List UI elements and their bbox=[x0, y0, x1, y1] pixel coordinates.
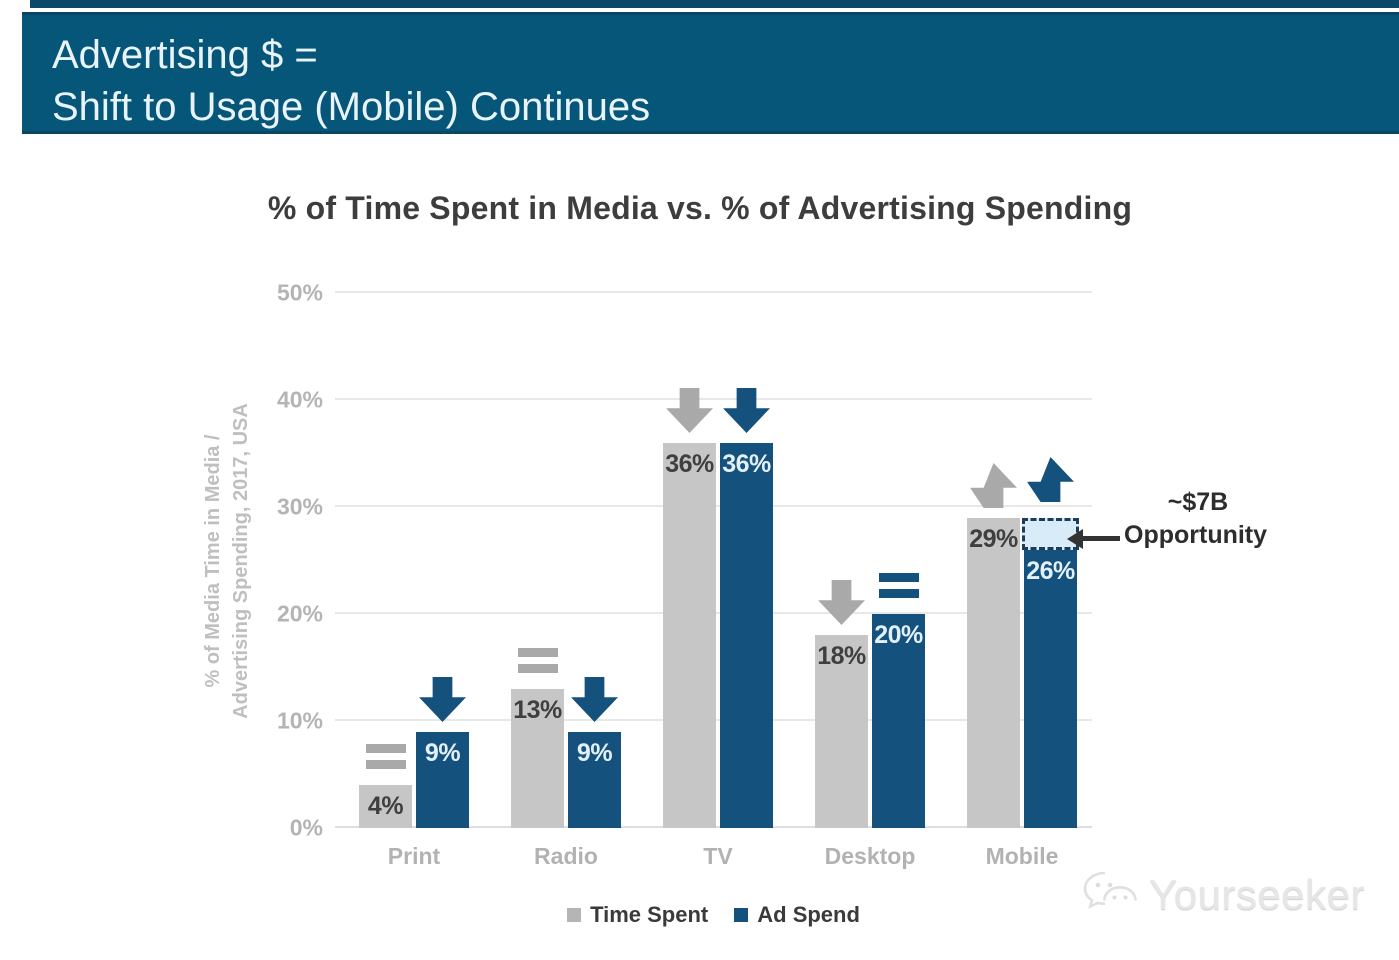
bar-value-tv-time-spent: 36% bbox=[665, 450, 714, 478]
plot-area: 0% 10% 20% 30% 40% 50% 4% 9% Print 13% 9% Radio 36% 3… bbox=[277, 281, 1092, 869]
y-tick-label-30%: 30% bbox=[276, 493, 323, 520]
bar-radio-time-spent: 13% bbox=[511, 689, 564, 828]
annotation-arrow-shaft bbox=[1082, 536, 1120, 541]
legend-item-time-spent: Time Spent bbox=[567, 902, 708, 928]
bar-value-radio-time-spent: 13% bbox=[513, 696, 562, 724]
trend-down-icon bbox=[571, 677, 618, 722]
bar-value-desktop-ad-spend: 20% bbox=[874, 621, 923, 649]
y-tick-label-20%: 20% bbox=[276, 600, 323, 627]
bar-wrap-print-time-spent: 4% bbox=[359, 744, 412, 828]
bar-wrap-desktop-ad-spend: 20% bbox=[872, 573, 925, 828]
y-tick-label-50%: 50% bbox=[276, 279, 323, 306]
bar-radio-ad-spend: 9% bbox=[568, 732, 621, 828]
bar-print-ad-spend: 9% bbox=[416, 732, 469, 828]
y-axis-title-line1: % of Media Time in Media / bbox=[202, 434, 224, 688]
bar-wrap-tv-ad-spend: 36% bbox=[720, 388, 773, 828]
x-axis-label-desktop: Desktop bbox=[824, 843, 916, 869]
opportunity-annotation-value: ~$7B bbox=[1167, 488, 1229, 516]
bar-value-radio-ad-spend: 9% bbox=[576, 739, 613, 767]
banner-title-line1: Advertising $ = bbox=[52, 33, 318, 77]
y-axis-title-line2: Advertising Spending, 2017, USA bbox=[230, 403, 252, 719]
trend-down-icon bbox=[419, 677, 466, 722]
trend-down-icon bbox=[723, 388, 770, 433]
y-tick-label-40%: 40% bbox=[276, 386, 323, 413]
chart-title: % of Time Spent in Media vs. % of Advert… bbox=[267, 190, 1133, 226]
bar-desktop-ad-spend: 20% bbox=[872, 614, 925, 828]
legend-label: Ad Spend bbox=[757, 902, 860, 927]
trend-flat-icon bbox=[517, 648, 558, 673]
bar-wrap-radio-time-spent: 13% bbox=[511, 648, 564, 828]
bar-mobile-time-spent: 29% bbox=[967, 518, 1020, 828]
legend-swatch-icon bbox=[567, 908, 582, 922]
legend-swatch-icon bbox=[734, 908, 749, 922]
legend-label: Time Spent bbox=[590, 902, 709, 927]
annotation-arrow-left-icon bbox=[1067, 529, 1083, 549]
y-tick-label-10%: 10% bbox=[276, 707, 323, 734]
watermark-text: Yourseeker bbox=[1149, 871, 1365, 918]
bar-desktop-time-spent: 18% bbox=[815, 635, 868, 828]
bar-value-print-time-spent: 4% bbox=[367, 792, 404, 820]
bar-wrap-tv-time-spent: 36% bbox=[663, 388, 716, 828]
bar-value-print-ad-spend: 9% bbox=[424, 739, 461, 767]
bar-value-mobile-ad-spend: 26% bbox=[1026, 557, 1075, 585]
trend-down-icon bbox=[666, 388, 713, 433]
bar-print-time-spent: 4% bbox=[359, 785, 412, 828]
bar-value-mobile-time-spent: 29% bbox=[969, 525, 1018, 553]
bar-group-print: 4% 9% bbox=[359, 677, 469, 828]
bar-tv-time-spent: 36% bbox=[663, 443, 716, 828]
bar-mobile-ad-spend: 26% bbox=[1024, 550, 1077, 828]
watermark: Yourseeker bbox=[1079, 870, 1365, 920]
x-axis-label-tv: TV bbox=[703, 843, 733, 869]
bar-wrap-radio-ad-spend: 9% bbox=[568, 677, 621, 828]
trend-up-icon bbox=[1027, 457, 1074, 502]
gridline-50% bbox=[335, 291, 1092, 293]
gridline-40% bbox=[335, 398, 1092, 400]
bar-value-tv-ad-spend: 36% bbox=[722, 450, 771, 478]
bar-wrap-mobile-time-spent: 29% bbox=[967, 463, 1020, 828]
bar-group-radio: 13% 9% bbox=[511, 648, 621, 828]
x-axis-label-mobile: Mobile bbox=[985, 843, 1059, 869]
bar-wrap-mobile-ad-spend: 26% bbox=[1022, 457, 1079, 828]
trend-flat-icon bbox=[365, 744, 406, 769]
trend-up-icon bbox=[970, 463, 1017, 508]
opportunity-annotation-label: Opportunity bbox=[1124, 521, 1268, 549]
bar-wrap-print-ad-spend: 9% bbox=[416, 677, 469, 828]
banner-top-strip bbox=[30, 0, 1399, 8]
x-axis-label-radio: Radio bbox=[534, 843, 598, 869]
trend-down-icon bbox=[818, 580, 865, 625]
bar-group-mobile: 29% 26% bbox=[967, 457, 1079, 828]
y-axis-title: % of Media Time in Media / Advertising S… bbox=[199, 291, 257, 831]
y-tick-label-0%: 0% bbox=[289, 814, 323, 841]
chat-bubbles-icon bbox=[1083, 871, 1137, 909]
bar-wrap-desktop-time-spent: 18% bbox=[815, 580, 868, 828]
trend-flat-icon bbox=[878, 573, 919, 598]
bar-tv-ad-spend: 36% bbox=[720, 443, 773, 828]
legend-item-ad-spend: Ad Spend bbox=[734, 902, 860, 928]
banner-title-line2: Shift to Usage (Mobile) Continues bbox=[52, 85, 651, 129]
x-axis-label-print: Print bbox=[387, 843, 441, 869]
bar-group-tv: 36% 36% bbox=[663, 388, 773, 828]
chart-legend: Time Spent Ad Spend bbox=[335, 902, 1092, 928]
bar-value-desktop-time-spent: 18% bbox=[817, 642, 866, 670]
slide-header-banner: Advertising $ = Shift to Usage (Mobile) … bbox=[22, 12, 1399, 134]
bar-group-desktop: 18% 20% bbox=[815, 573, 925, 828]
